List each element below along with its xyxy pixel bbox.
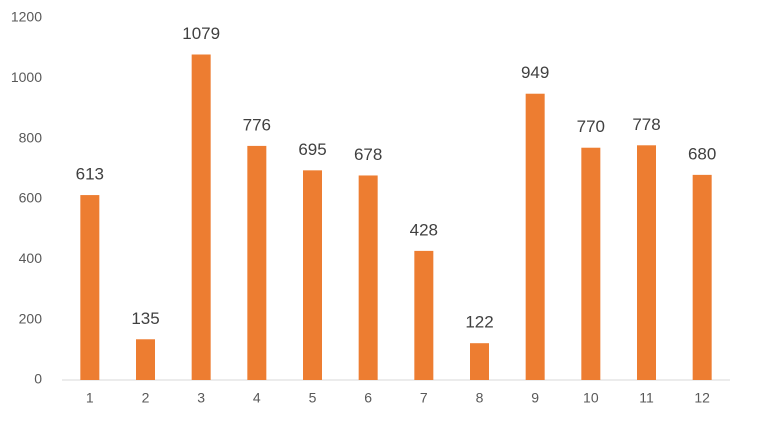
x-tick-label: 9: [531, 390, 539, 406]
x-tick-label: 2: [142, 390, 150, 406]
y-tick-label: 1000: [11, 69, 42, 85]
y-tick-label: 400: [19, 250, 43, 266]
x-tick-label: 7: [420, 390, 428, 406]
bar: [470, 343, 489, 380]
y-tick-label: 1200: [11, 9, 42, 25]
bar: [247, 145, 267, 380]
value-label: 776: [243, 115, 271, 134]
bar: [637, 145, 656, 380]
bar: [303, 170, 322, 380]
x-tick-label: 12: [694, 390, 710, 406]
bar: [414, 250, 434, 380]
value-label: 949: [521, 63, 549, 82]
value-label: 613: [76, 165, 104, 184]
bar: [136, 339, 155, 380]
bar: [191, 54, 211, 380]
x-tick-label: 8: [476, 390, 484, 406]
y-tick-label: 200: [19, 310, 43, 326]
value-label: 695: [298, 140, 326, 159]
x-tick-label: 6: [364, 390, 372, 406]
x-tick-label: 1: [86, 390, 94, 406]
y-tick-label: 800: [19, 129, 43, 145]
y-tick-label: 600: [19, 190, 43, 206]
x-tick-label: 10: [583, 390, 599, 406]
x-tick-label: 4: [253, 390, 261, 406]
value-label: 428: [410, 220, 438, 239]
x-tick-label: 11: [639, 390, 654, 406]
x-tick-label: 5: [309, 390, 317, 406]
bar: [692, 174, 712, 380]
bar: [525, 93, 545, 381]
value-label: 770: [577, 117, 605, 136]
value-label: 122: [465, 313, 493, 332]
value-label: 135: [131, 309, 159, 328]
x-tick-label: 3: [197, 390, 205, 406]
bar: [581, 147, 601, 380]
value-label: 678: [354, 145, 382, 164]
value-label: 778: [632, 115, 660, 134]
y-tick-label: 0: [34, 371, 42, 387]
value-label: 680: [688, 144, 716, 163]
bar: [80, 195, 100, 380]
value-label: 1079: [182, 24, 220, 43]
bar: [358, 175, 378, 380]
